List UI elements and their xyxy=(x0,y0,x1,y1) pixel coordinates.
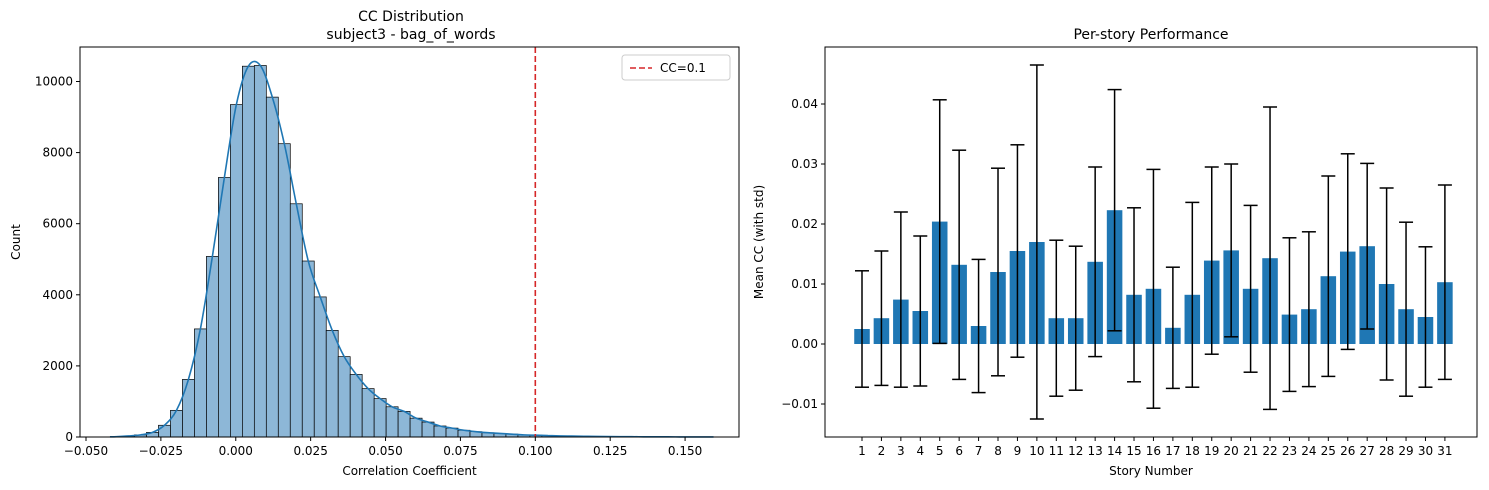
x-tick-label: −0.025 xyxy=(139,444,183,458)
histogram-bar xyxy=(397,411,411,438)
x-tick-label: 2 xyxy=(878,444,886,458)
x-tick-label: 4 xyxy=(916,444,924,458)
histogram-title-line-1: CC Distribution xyxy=(358,9,464,25)
x-tick-label: 21 xyxy=(1243,444,1258,458)
x-tick-label: 27 xyxy=(1360,444,1375,458)
x-tick-label: 5 xyxy=(936,444,944,458)
histogram-bar xyxy=(170,409,183,438)
histogram-bar xyxy=(158,424,171,438)
x-tick-label: 19 xyxy=(1204,444,1219,458)
histogram-bar xyxy=(301,260,315,438)
histogram-x-label: Correlation Coefficient xyxy=(342,464,477,478)
histogram-legend: CC=0.1 xyxy=(621,54,731,81)
per-story-chart: Per-story Performance 1 2 3 4 5 6 7 8 9 10 11 12 13 1… xyxy=(752,27,1478,478)
y-tick-label: 6000 xyxy=(42,217,73,231)
x-tick-label: −0.050 xyxy=(64,444,108,458)
histogram-bars xyxy=(110,65,710,438)
story-error-bars xyxy=(855,64,1452,420)
x-tick-label: 0.075 xyxy=(443,444,477,458)
per-story-axes-frame xyxy=(824,46,1478,438)
y-tick-label: 10000 xyxy=(35,74,73,88)
x-tick-label: 9 xyxy=(1014,444,1022,458)
x-tick-label: 30 xyxy=(1418,444,1433,458)
histogram-bar xyxy=(349,374,363,438)
x-tick-label: 8 xyxy=(994,444,1002,458)
x-tick-label: 28 xyxy=(1379,444,1394,458)
x-tick-label: 0.150 xyxy=(668,444,702,458)
y-tick-label: 4000 xyxy=(42,288,73,302)
x-tick-label: 6 xyxy=(955,444,963,458)
x-tick-label: 0.000 xyxy=(219,444,253,458)
per-story-x-label: Story Number xyxy=(1109,464,1193,478)
histogram-chart: CC Distribution subject3 - bag_of_words … xyxy=(9,9,740,478)
histogram-bar xyxy=(409,417,423,438)
x-tick-label: 29 xyxy=(1398,444,1413,458)
y-tick-label: 8000 xyxy=(42,146,73,160)
legend-threshold-label: CC=0.1 xyxy=(660,61,706,75)
histogram-title-line-2: subject3 - bag_of_words xyxy=(326,27,495,43)
x-tick-label: 11 xyxy=(1049,444,1064,458)
x-tick-label: 18 xyxy=(1185,444,1200,458)
x-tick-label: 17 xyxy=(1165,444,1180,458)
histogram-axes-frame xyxy=(79,46,740,438)
x-tick-label: 0.100 xyxy=(518,444,552,458)
histogram-bar xyxy=(265,96,279,438)
x-tick-label: 26 xyxy=(1340,444,1355,458)
histogram-y-label: Count xyxy=(9,224,23,260)
histogram-x-ticks: −0.050 −0.025 0.000 0.025 0.050 0.075 0.100 0.1… xyxy=(64,437,702,458)
x-tick-label: 22 xyxy=(1262,444,1277,458)
y-tick-label: −0.01 xyxy=(781,397,818,411)
x-tick-label: 1 xyxy=(858,444,866,458)
histogram-bar xyxy=(218,177,231,438)
story-x-ticks: 1 2 3 4 5 6 7 8 9 10 11 12 13 14 15 16 17 18 19 20 21 22 23 24 2… xyxy=(858,437,1453,458)
histogram-bar xyxy=(373,398,387,438)
histogram-bar xyxy=(230,104,243,438)
histogram-bar xyxy=(194,328,207,438)
y-tick-label: 0.04 xyxy=(791,97,818,111)
histogram-bar xyxy=(385,406,399,438)
x-tick-label: 7 xyxy=(975,444,983,458)
per-story-y-label: Mean CC (with std) xyxy=(752,185,766,299)
histogram-bar xyxy=(277,143,291,438)
histogram-bar xyxy=(337,356,351,438)
y-tick-label: 0.00 xyxy=(791,337,818,351)
histogram-bar xyxy=(313,296,327,438)
story-y-ticks: −0.01 0.00 0.01 0.02 0.03 0.04 xyxy=(781,97,825,411)
histogram-y-ticks: 0 2000 4000 6000 8000 10000 xyxy=(35,74,80,444)
histogram-bar xyxy=(361,388,375,438)
x-tick-label: 0.050 xyxy=(368,444,402,458)
per-story-title: Per-story Performance xyxy=(1073,27,1228,43)
x-tick-label: 14 xyxy=(1107,444,1122,458)
histogram-bar xyxy=(253,65,267,438)
x-tick-label: 25 xyxy=(1321,444,1336,458)
x-tick-label: 23 xyxy=(1282,444,1297,458)
histogram-bar xyxy=(289,203,303,438)
histogram-bar xyxy=(242,65,255,438)
legend-box xyxy=(621,54,731,81)
x-tick-label: 3 xyxy=(897,444,905,458)
x-tick-label: 16 xyxy=(1146,444,1161,458)
x-tick-label: 0.025 xyxy=(293,444,327,458)
y-tick-label: 0.01 xyxy=(791,277,818,291)
x-tick-label: 10 xyxy=(1029,444,1044,458)
x-tick-label: 15 xyxy=(1126,444,1141,458)
y-tick-label: 0.03 xyxy=(791,157,818,171)
histogram-bar xyxy=(325,329,339,438)
y-tick-label: 0.02 xyxy=(791,217,818,231)
x-tick-label: 24 xyxy=(1301,444,1316,458)
x-tick-label: 12 xyxy=(1068,444,1083,458)
x-tick-label: 0.125 xyxy=(593,444,627,458)
x-tick-label: 20 xyxy=(1224,444,1239,458)
x-tick-label: 31 xyxy=(1437,444,1452,458)
x-tick-label: 13 xyxy=(1088,444,1103,458)
y-tick-label: 0 xyxy=(65,430,73,444)
y-tick-label: 2000 xyxy=(42,359,73,373)
histogram-bar xyxy=(182,379,195,438)
